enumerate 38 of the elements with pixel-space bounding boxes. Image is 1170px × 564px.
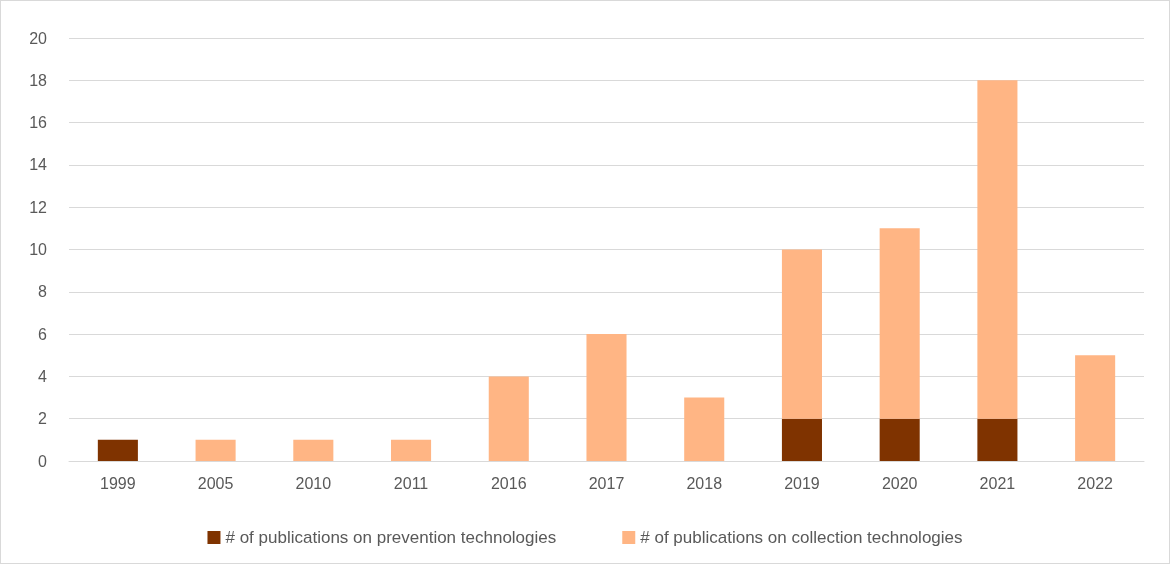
x-tick-label: 2005 [197,474,234,492]
y-tick-label: 4 [38,367,48,385]
bar [684,397,725,461]
x-tick-label: 2017 [588,474,625,492]
bar [977,80,1018,419]
y-tick-label: 2 [38,410,48,428]
bar [293,439,334,461]
bar [977,418,1018,461]
y-tick-label: 20 [29,29,48,47]
y-tick-label: 8 [38,283,48,301]
x-tick-label: 2022 [1077,474,1114,492]
legend-label: # of publications on prevention technologies [225,528,557,547]
x-tick-label: 2010 [295,474,332,492]
y-tick-label: 6 [38,325,48,343]
legend-label: # of publications on collection technologies [640,528,963,547]
y-tick-label: 12 [29,198,48,216]
bar [879,228,920,419]
bar [879,418,920,461]
bar [488,376,529,461]
bar [586,334,627,461]
y-tick-label: 0 [38,452,48,470]
bar [781,418,822,461]
x-tick-label: 2016 [490,474,527,492]
x-tick-label: 2019 [784,474,820,492]
x-tick-label: 2021 [979,474,1016,492]
bar [97,439,138,461]
y-tick-label: 14 [29,156,48,174]
x-tick-label: 1999 [100,474,136,492]
x-tick-label: 2020 [881,474,918,492]
x-tick-label: 2011 [393,474,429,492]
x-tick-label: 2018 [686,474,723,492]
y-tick-label: 10 [29,241,48,258]
y-tick-label: 18 [29,71,48,89]
bar [195,439,236,461]
bar [391,439,432,461]
bar [781,249,822,419]
y-tick-label: 16 [29,114,48,132]
bar [1075,355,1116,461]
